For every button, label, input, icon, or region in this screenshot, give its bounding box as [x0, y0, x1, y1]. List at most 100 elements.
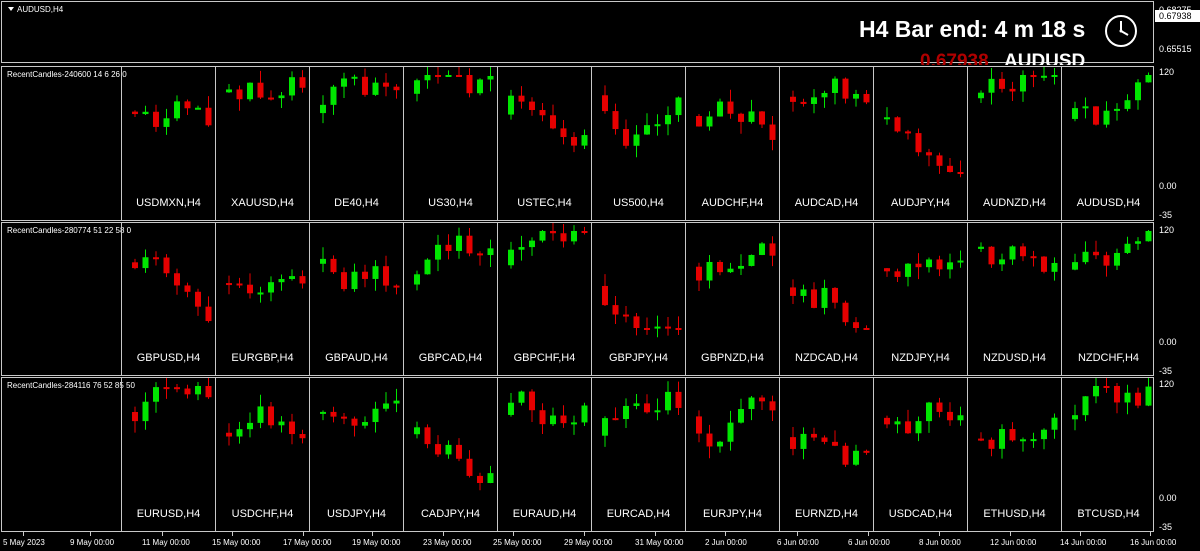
- candle-body: [362, 271, 368, 279]
- candle-body: [163, 387, 170, 390]
- candle-body: [362, 76, 368, 95]
- pane3-scale-min: -35: [1159, 522, 1173, 532]
- main-chart-title: AUDUSD,H4: [8, 5, 63, 14]
- candle-body: [435, 444, 441, 455]
- candle-body: [487, 75, 494, 80]
- symbol-cell[interactable]: EURUSD,H4: [121, 378, 215, 531]
- symbol-cell[interactable]: NZDCAD,H4: [779, 223, 873, 375]
- candle-body: [1072, 415, 1078, 420]
- symbol-cell[interactable]: NZDCHF,H4: [1061, 223, 1155, 375]
- candle-body: [905, 421, 911, 434]
- symbol-label: GBPAUD,H4: [325, 352, 388, 364]
- candle-body: [769, 124, 776, 140]
- symbol-cell[interactable]: USDCHF,H4: [215, 378, 309, 531]
- candle-body: [884, 268, 890, 272]
- symbol-cell[interactable]: CADJPY,H4: [403, 378, 497, 531]
- time-label: 11 May 00:00: [142, 538, 190, 547]
- symbol-cell[interactable]: AUDNZD,H4: [967, 67, 1061, 220]
- symbol-cell[interactable]: GBPCAD,H4: [403, 223, 497, 375]
- symbol-cell[interactable]: XAUUSD,H4: [215, 67, 309, 220]
- symbol-cell[interactable]: GBPNZD,H4: [685, 223, 779, 375]
- symbol-cell[interactable]: USDMXN,H4: [121, 67, 215, 220]
- candle-body: [132, 111, 138, 115]
- candle-body: [748, 397, 755, 410]
- candle-body: [174, 273, 180, 286]
- candle-body: [226, 89, 232, 93]
- candle-body: [560, 415, 567, 424]
- candle-body: [999, 429, 1005, 449]
- candle-body: [842, 78, 849, 99]
- candle-body: [372, 82, 379, 95]
- time-tick: [584, 532, 585, 536]
- time-axis[interactable]: 5 May 2023 9 May 00:00 11 May 00:00 15 May …: [0, 532, 1176, 551]
- symbol-cell[interactable]: DE40,H4: [309, 67, 403, 220]
- symbol-cell[interactable]: AUDUSD,H4: [1061, 67, 1155, 220]
- pane1-scale-max: 120: [1159, 67, 1175, 77]
- candle-body: [1135, 241, 1141, 244]
- mini-candle-chart: [508, 389, 588, 435]
- symbol-cell[interactable]: USTEC,H4: [497, 67, 591, 220]
- symbol-cell[interactable]: EURCAD,H4: [591, 378, 685, 531]
- symbol-cell[interactable]: ETHUSD,H4: [967, 378, 1061, 531]
- candle-body: [393, 285, 400, 288]
- symbol-cell[interactable]: EURJPY,H4: [685, 378, 779, 531]
- collapse-triangle-icon[interactable]: [8, 7, 14, 11]
- symbol-cell[interactable]: USDJPY,H4: [309, 378, 403, 531]
- time-label: 9 May 00:00: [70, 538, 115, 547]
- candle-body: [1124, 392, 1131, 403]
- candle-body: [330, 258, 337, 273]
- time-label: 25 May 00:00: [493, 538, 542, 547]
- candle-body: [372, 408, 379, 423]
- symbol-cell[interactable]: AUDCAD,H4: [779, 67, 873, 220]
- mini-candle-chart: [884, 107, 964, 178]
- candle-body: [1103, 386, 1110, 388]
- candle-body: [247, 82, 253, 100]
- mini-candle-chart: [1072, 72, 1152, 128]
- symbol-label: USDCAD,H4: [888, 508, 953, 520]
- candle-body: [644, 328, 650, 330]
- symbol-cell[interactable]: GBPJPY,H4: [591, 223, 685, 375]
- symbol-cell[interactable]: EURNZD,H4: [779, 378, 873, 531]
- candle-body: [696, 416, 702, 434]
- symbol-label: GBPCHF,H4: [513, 352, 576, 364]
- mini-candle-chart: [414, 227, 494, 291]
- indicator-pane-1[interactable]: RecentCandles-240600 14 6 26 0 USDMXN,H4…: [1, 66, 1154, 221]
- time-label: 2 Jun 00:00: [705, 538, 747, 547]
- symbol-cell[interactable]: US500,H4: [591, 67, 685, 220]
- symbol-cell[interactable]: AUDJPY,H4: [873, 67, 967, 220]
- pane-title: RecentCandles-240600 14 6 26 0: [7, 70, 127, 79]
- indicator-pane-2[interactable]: RecentCandles-280774 51 22 58 0 GBPUSD,H…: [1, 222, 1154, 376]
- candle-body: [1030, 256, 1037, 259]
- candle-body: [477, 475, 483, 483]
- candle-body: [236, 429, 243, 437]
- candle-body: [508, 402, 514, 415]
- candle-body: [612, 418, 619, 421]
- candle-body: [142, 401, 149, 422]
- symbol-cell[interactable]: AUDCHF,H4: [685, 67, 779, 220]
- candle-body: [957, 415, 964, 421]
- candle-body: [320, 258, 326, 264]
- main-scale-bottom: 0.65515: [1159, 44, 1192, 54]
- candle-body: [957, 172, 964, 174]
- price-overlay: 0.67938: [920, 51, 989, 65]
- candle-body: [748, 111, 755, 122]
- symbol-cell[interactable]: BTCUSD,H4: [1061, 378, 1155, 531]
- candle-body: [466, 235, 473, 254]
- candle-body: [811, 433, 817, 438]
- symbol-cell[interactable]: EURAUD,H4: [497, 378, 591, 531]
- symbol-cell[interactable]: EURGBP,H4: [215, 223, 309, 375]
- symbol-cell[interactable]: GBPUSD,H4: [121, 223, 215, 375]
- symbol-cell[interactable]: US30,H4: [403, 67, 497, 220]
- symbol-cell[interactable]: NZDUSD,H4: [967, 223, 1061, 375]
- symbol-cell[interactable]: USDCAD,H4: [873, 378, 967, 531]
- main-chart-pane[interactable]: AUDUSD,H4 H4 Bar end: 4 m 18 s 0.67938 A…: [1, 1, 1154, 65]
- candle-body: [1020, 75, 1026, 92]
- symbol-cell[interactable]: GBPAUD,H4: [309, 223, 403, 375]
- indicator-pane-3[interactable]: RecentCandles-284116 76 52 85 50 EURUSD,…: [1, 377, 1154, 532]
- time-label: 8 Jun 00:00: [919, 538, 961, 547]
- candle-body: [445, 444, 452, 455]
- symbol-cell[interactable]: GBPCHF,H4: [497, 223, 591, 375]
- candle-body: [738, 265, 744, 269]
- candle-body: [153, 257, 159, 260]
- symbol-cell[interactable]: NZDJPY,H4: [873, 223, 967, 375]
